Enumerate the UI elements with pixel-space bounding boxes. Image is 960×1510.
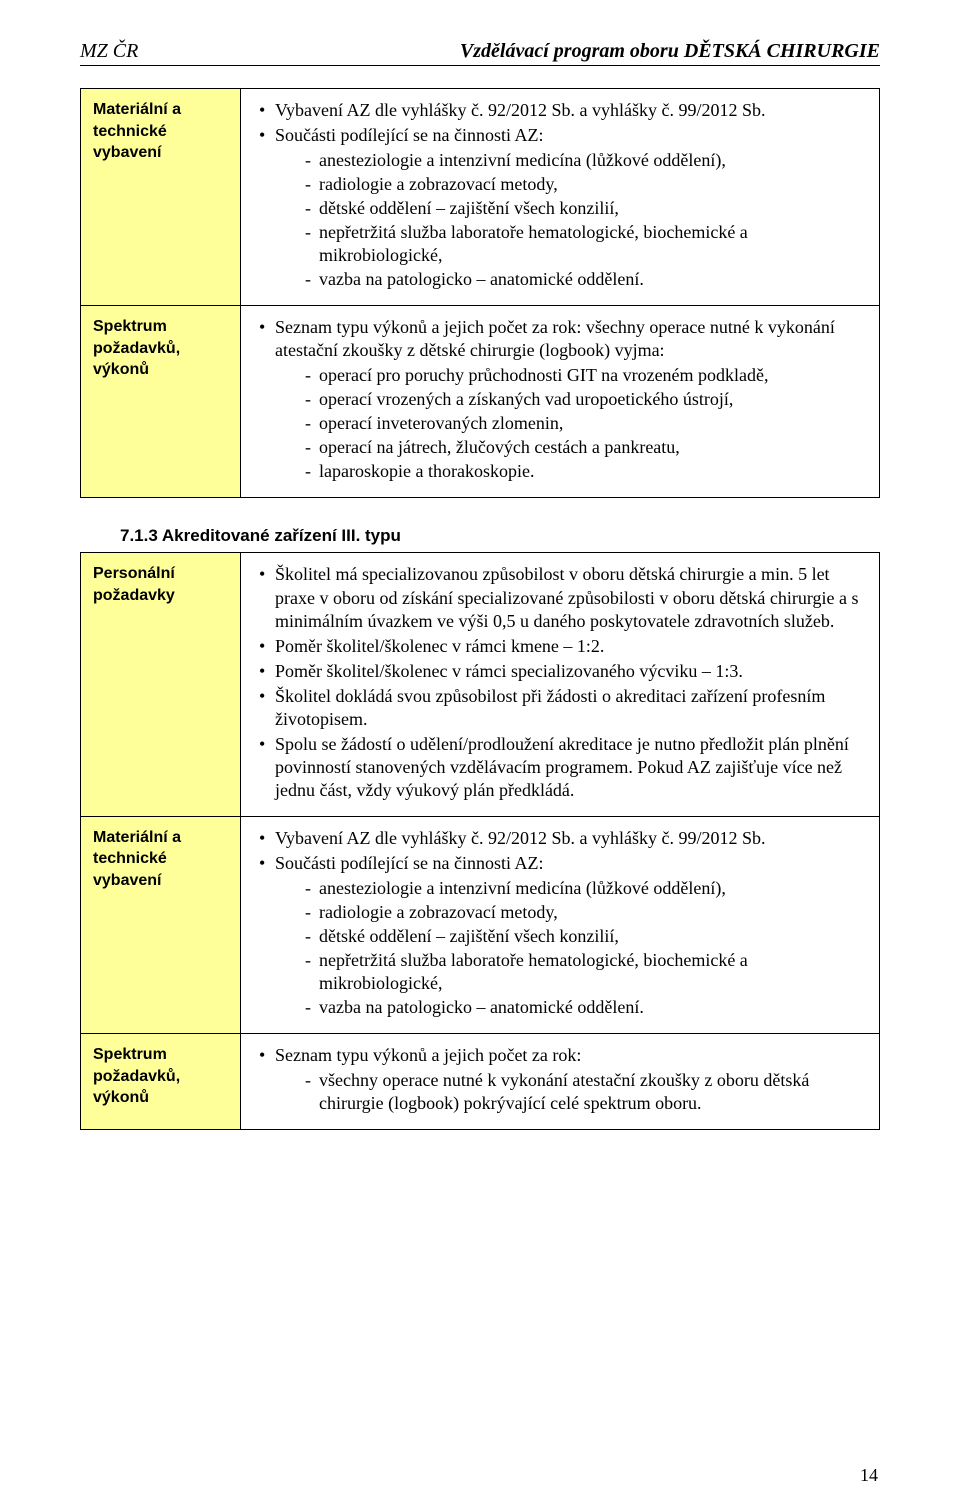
- table-row: Spektrum požadavků, výkonů Seznam typu v…: [81, 306, 880, 498]
- dash-item: operací pro poruchy průchodnosti GIT na …: [305, 364, 867, 387]
- section-title: 7.1.3 Akreditované zařízení III. typu: [120, 526, 880, 546]
- bullet-item: Vybavení AZ dle vyhlášky č. 92/2012 Sb. …: [253, 99, 867, 122]
- row-content: Vybavení AZ dle vyhlášky č. 92/2012 Sb. …: [241, 816, 880, 1033]
- bullet-item: Seznam typu výkonů a jejich počet za rok…: [253, 1044, 867, 1115]
- dash-item: dětské oddělení – zajištění všech konzil…: [305, 197, 867, 220]
- dash-item: anesteziologie a intenzivní medicína (lů…: [305, 877, 867, 900]
- dash-item: anesteziologie a intenzivní medicína (lů…: [305, 149, 867, 172]
- bullet-item: Poměr školitel/školenec v rámci kmene – …: [253, 635, 867, 658]
- dash-item: nepřetržitá služba laboratoře hematologi…: [305, 221, 867, 267]
- table-1: Materiální a technické vybavení Vybavení…: [80, 88, 880, 498]
- bullet-item: Součásti podílející se na činnosti AZ: a…: [253, 852, 867, 1019]
- table-row: Personální požadavky Školitel má special…: [81, 553, 880, 816]
- row-label-material: Materiální a technické vybavení: [81, 816, 241, 1033]
- page-header: MZ ČR Vzdělávací program oboru DĚTSKÁ CH…: [80, 40, 880, 66]
- dash-item: operací inveterovaných zlomenin,: [305, 412, 867, 435]
- table-2: Personální požadavky Školitel má special…: [80, 552, 880, 1130]
- table-row: Spektrum požadavků, výkonů Seznam typu v…: [81, 1034, 880, 1130]
- row-content: Vybavení AZ dle vyhlášky č. 92/2012 Sb. …: [241, 89, 880, 306]
- dash-item: radiologie a zobrazovací metody,: [305, 173, 867, 196]
- dash-item: vazba na patologicko – anatomické odděle…: [305, 996, 867, 1019]
- bullet-text: Seznam typu výkonů a jejich počet za rok…: [275, 317, 835, 360]
- bullet-text: Součásti podílející se na činnosti AZ:: [275, 125, 543, 145]
- bullet-item: Vybavení AZ dle vyhlášky č. 92/2012 Sb. …: [253, 827, 867, 850]
- dash-item: operací vrozených a získaných vad uropoe…: [305, 388, 867, 411]
- row-label-spektrum: Spektrum požadavků, výkonů: [81, 306, 241, 498]
- table-row: Materiální a technické vybavení Vybavení…: [81, 816, 880, 1033]
- row-label-spektrum: Spektrum požadavků, výkonů: [81, 1034, 241, 1130]
- dash-item: operací na játrech, žlučových cestách a …: [305, 436, 867, 459]
- row-content: Seznam typu výkonů a jejich počet za rok…: [241, 306, 880, 498]
- dash-item: laparoskopie a thorakoskopie.: [305, 460, 867, 483]
- dash-item: všechny operace nutné k vykonání atestač…: [305, 1069, 867, 1115]
- bullet-item: Součásti podílející se na činnosti AZ: a…: [253, 124, 867, 291]
- dash-item: vazba na patologicko – anatomické odděle…: [305, 268, 867, 291]
- bullet-text: Seznam typu výkonů a jejich počet za rok…: [275, 1045, 581, 1065]
- bullet-item: Spolu se žádostí o udělení/prodloužení a…: [253, 733, 867, 802]
- bullet-item: Školitel dokládá svou způsobilost při žá…: [253, 685, 867, 731]
- row-label-personal: Personální požadavky: [81, 553, 241, 816]
- table-row: Materiální a technické vybavení Vybavení…: [81, 89, 880, 306]
- header-right: Vzdělávací program oboru DĚTSKÁ CHIRURGI…: [460, 40, 880, 63]
- page: MZ ČR Vzdělávací program oboru DĚTSKÁ CH…: [0, 0, 960, 1510]
- bullet-item: Školitel má specializovanou způsobilost …: [253, 563, 867, 632]
- bullet-text: Součásti podílející se na činnosti AZ:: [275, 853, 543, 873]
- dash-item: radiologie a zobrazovací metody,: [305, 901, 867, 924]
- header-left: MZ ČR: [80, 40, 138, 63]
- row-label-material: Materiální a technické vybavení: [81, 89, 241, 306]
- row-content: Seznam typu výkonů a jejich počet za rok…: [241, 1034, 880, 1130]
- page-number: 14: [860, 1465, 878, 1486]
- dash-item: dětské oddělení – zajištění všech konzil…: [305, 925, 867, 948]
- row-content: Školitel má specializovanou způsobilost …: [241, 553, 880, 816]
- bullet-item: Seznam typu výkonů a jejich počet za rok…: [253, 316, 867, 483]
- bullet-item: Poměr školitel/školenec v rámci speciali…: [253, 660, 867, 683]
- dash-item: nepřetržitá služba laboratoře hematologi…: [305, 949, 867, 995]
